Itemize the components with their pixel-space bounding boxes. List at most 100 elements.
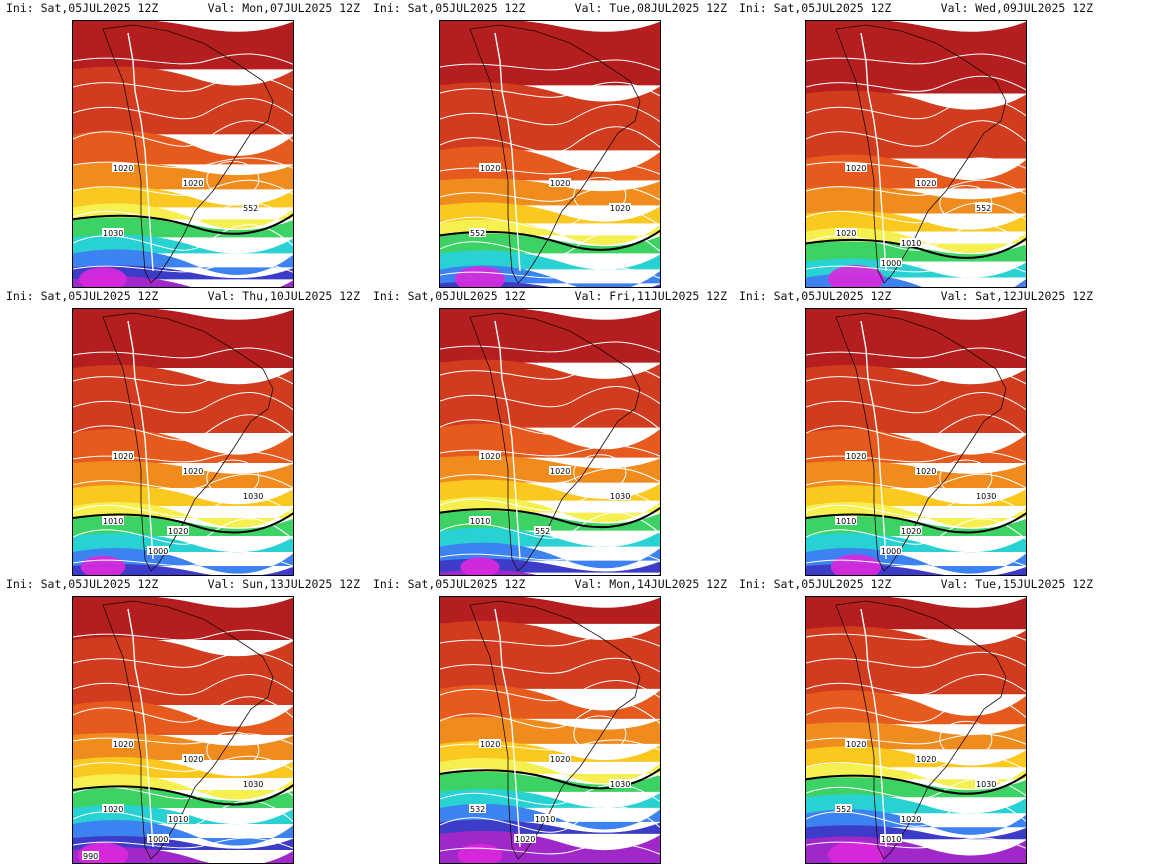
thickness-band	[73, 787, 293, 808]
forecast-panel: Ini: Sat,05JUL2025 12Z Val: Sun,13JUL2025…	[6, 576, 376, 864]
contour-label: 1010	[469, 516, 491, 526]
panel-header: Ini: Sat,05JUL2025 12Z Val: Sat,12JUL2025…	[739, 288, 1099, 304]
thickness-band	[440, 479, 660, 501]
isobar-line	[73, 414, 293, 441]
panel-header: Ini: Sat,05JUL2025 12Z Val: Thu,10JUL2025…	[6, 288, 366, 304]
thickness-map: 1020 1020 1030 532 1010 1020	[440, 597, 660, 863]
svg-text:1020: 1020	[846, 164, 866, 173]
svg-text:1020: 1020	[113, 452, 133, 461]
isobar-line	[440, 806, 660, 833]
isobar-line	[440, 679, 660, 702]
coastline	[102, 24, 274, 284]
svg-text:1020: 1020	[901, 815, 921, 824]
init-time-label: Ini: Sat,05JUL2025 12Z	[6, 1, 159, 15]
low-pressure-core	[828, 265, 884, 287]
forecast-panel: Ini: Sat,05JUL2025 12Z Val: Fri,11JUL2025…	[373, 288, 743, 576]
contour-label: 1020	[479, 451, 501, 461]
panel-header: Ini: Sat,05JUL2025 12Z Val: Mon,07JUL2025…	[6, 0, 366, 16]
svg-text:1020: 1020	[183, 179, 203, 188]
isobar-line	[440, 81, 660, 98]
thickness-band	[73, 773, 293, 800]
thickness-band	[806, 533, 1026, 553]
isobar-line	[73, 837, 293, 849]
valid-time-label: Val: Fri,11JUL2025 12Z	[574, 289, 727, 303]
isobar-line	[440, 267, 660, 279]
thickness-band	[806, 794, 1026, 814]
thickness-band	[806, 763, 1026, 789]
svg-text:1020: 1020	[550, 755, 570, 764]
thickness-band	[806, 485, 1026, 507]
andes-contour	[127, 320, 154, 560]
svg-text:1020: 1020	[916, 755, 936, 764]
contour-label: 552	[534, 526, 551, 536]
thickness-band	[440, 788, 660, 809]
thickness-band	[440, 250, 660, 270]
isobar-line	[806, 495, 1026, 518]
svg-text:1030: 1030	[243, 780, 263, 789]
isobar-line	[440, 843, 660, 855]
contour-label: 1000	[147, 834, 169, 844]
panel-header: Ini: Sat,05JUL2025 12Z Val: Fri,11JUL2025…	[373, 288, 733, 304]
svg-text:552: 552	[535, 527, 550, 536]
forecast-panel: Ini: Sat,05JUL2025 12Z Val: Tue,15JUL2025…	[739, 576, 1109, 864]
thickness-band	[73, 429, 293, 464]
contour-label: 552	[835, 804, 852, 814]
contour-label: 1030	[609, 779, 631, 789]
svg-text:1020: 1020	[550, 179, 570, 188]
low-pressure-core	[454, 266, 506, 287]
thickness-band	[440, 82, 660, 151]
contour-label: 552	[975, 203, 992, 213]
isobar-line	[73, 555, 293, 567]
isobar-line	[806, 629, 1026, 641]
forecast-panel: Ini: Sat,05JUL2025 12Z Val: Thu,10JUL2025…	[6, 288, 376, 576]
andes-contour	[127, 608, 154, 848]
high-pressure-isobar	[206, 459, 260, 497]
thickness-band	[73, 819, 293, 846]
coastline	[835, 600, 1007, 860]
isobar-line	[806, 201, 1026, 224]
coastline	[102, 312, 274, 572]
low-pressure-core	[79, 267, 127, 287]
coastline	[835, 24, 1007, 284]
thickness-band	[806, 626, 1026, 695]
contour-label: 1030	[242, 779, 264, 789]
contour-label: 1020	[900, 526, 922, 536]
isobar-line	[806, 777, 1026, 800]
isobar-line	[73, 179, 293, 196]
forecast-panel: Ini: Sat,05JUL2025 12Z Val: Mon,14JUL2025…	[373, 576, 743, 864]
isobar-line	[806, 97, 1026, 120]
thickness-band	[440, 146, 660, 181]
forecast-panel: Ini: Sat,05JUL2025 12Z Val: Tue,08JUL2025…	[373, 0, 743, 288]
init-time-label: Ini: Sat,05JUL2025 12Z	[373, 289, 526, 303]
thickness-band	[73, 533, 293, 553]
thickness-band	[806, 21, 1026, 94]
thickness-band	[440, 757, 660, 784]
thickness-552-line	[73, 784, 293, 806]
isobar-line	[440, 489, 660, 512]
contour-label: 1020	[102, 804, 124, 814]
thickness-band	[806, 429, 1026, 464]
thickness-map: 1020 1020 1030 1010 552	[440, 309, 660, 575]
thickness-band	[73, 66, 293, 135]
valid-time-label: Val: Mon,07JUL2025 12Z	[207, 1, 360, 15]
thickness-band	[806, 548, 1026, 574]
thickness-band	[806, 90, 1026, 159]
svg-text:1030: 1030	[610, 780, 630, 789]
svg-text:1020: 1020	[836, 229, 856, 238]
isobar-line	[73, 391, 293, 414]
contour-label: 1020	[845, 163, 867, 173]
isobar-line	[73, 201, 293, 224]
svg-text:1030: 1030	[976, 780, 996, 789]
thickness-band	[73, 217, 293, 238]
map-frame: 1020 1020 1030 532 1010 1020	[439, 596, 661, 864]
thickness-band	[73, 564, 293, 575]
contour-label: 1020	[915, 178, 937, 188]
svg-text:1020: 1020	[901, 527, 921, 536]
isobar-line	[806, 157, 1026, 169]
isobar-line	[440, 783, 660, 806]
svg-text:1020: 1020	[168, 527, 188, 536]
svg-text:1020: 1020	[916, 467, 936, 476]
contour-label: 1030	[975, 779, 997, 789]
thickness-band	[806, 241, 1026, 262]
isobar-line	[440, 363, 660, 380]
